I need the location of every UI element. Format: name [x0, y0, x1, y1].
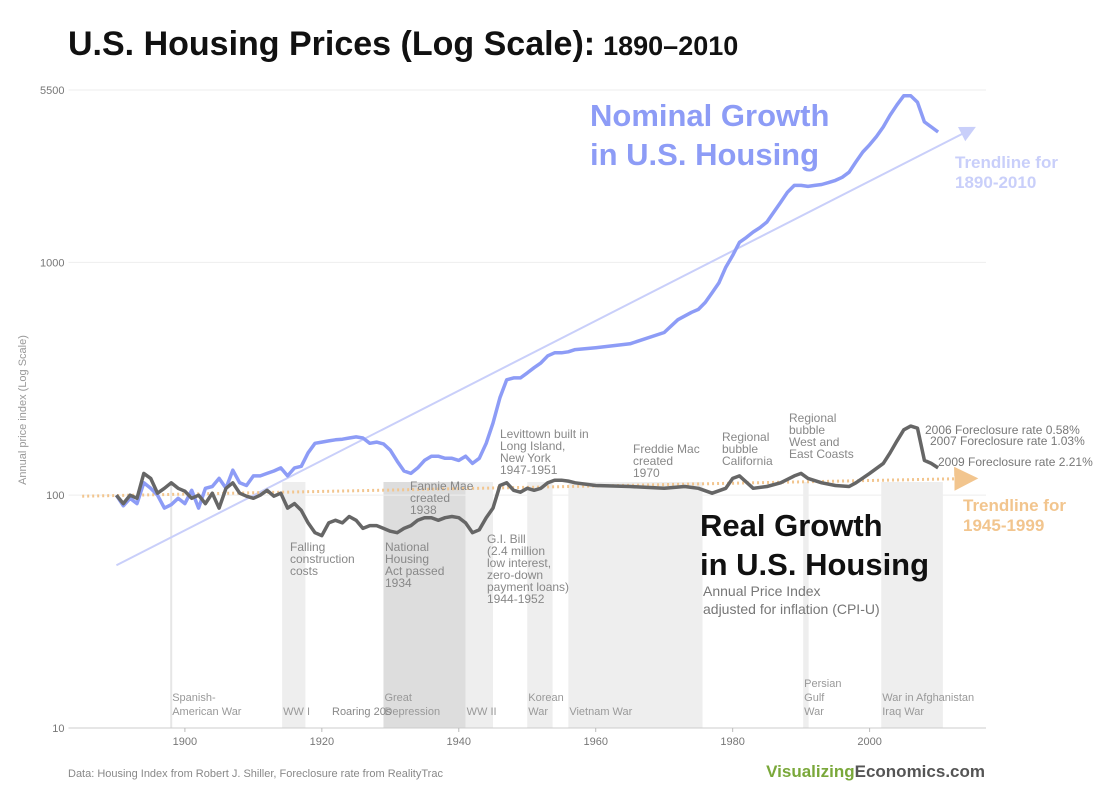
annotation: 2009 Foreclosure rate 2.21%: [938, 455, 1093, 469]
period-label: Korean: [528, 692, 563, 704]
series-line: [114, 93, 940, 510]
period-label: War in Afghanistan: [882, 692, 974, 704]
annotation: zero-down: [487, 568, 543, 582]
title-years: 1890–2010: [603, 31, 738, 61]
brand: VisualizingEconomics.com: [766, 762, 985, 781]
annotation: construction: [290, 552, 355, 566]
annotation: West and: [789, 435, 839, 449]
period-label: Vietnam War: [569, 706, 632, 718]
annotation: National: [385, 540, 429, 554]
annotation: East Coasts: [789, 447, 854, 461]
period-band: [170, 482, 173, 728]
x-tick-label: 1980: [720, 736, 744, 748]
period-band: [465, 482, 494, 728]
period-label: Great: [384, 692, 412, 704]
plot: Spanish- American War WW I Great Depression W…: [40, 85, 1093, 748]
annotation: 2006 Foreclosure rate 0.58%: [925, 423, 1080, 437]
period-label: WW II: [467, 706, 497, 718]
period-label: Depression: [384, 706, 440, 718]
annotation: Regional: [722, 430, 769, 444]
annotation: bubble: [722, 442, 758, 456]
annotation: created: [410, 491, 450, 505]
annotation: New York: [500, 451, 552, 465]
annotation: costs: [290, 564, 318, 578]
period-band: [568, 482, 703, 728]
chart-title: U.S. Housing Prices (Log Scale): 1890–201…: [68, 25, 738, 63]
period-label: WW I: [283, 706, 310, 718]
annotation: low interest,: [487, 556, 551, 570]
annotation: 2007 Foreclosure rate 1.03%: [930, 434, 1085, 448]
annotation: Fannie Mae: [410, 479, 474, 493]
annotation: Act passed: [385, 564, 444, 578]
period-label: War: [804, 706, 824, 718]
series-label: Real Growth: [700, 508, 883, 543]
annotation: payment loans): [487, 580, 569, 594]
period-label: Spanish-: [172, 692, 216, 704]
annotation: 1947-1951: [500, 463, 558, 477]
annotation: created: [633, 454, 673, 468]
brand-part: Visualizing: [766, 762, 855, 781]
brand-part: Economics.com: [855, 762, 985, 781]
period-label: Persian: [804, 678, 841, 690]
period-label: American War: [172, 706, 242, 718]
x-tick-label: 1900: [173, 736, 197, 748]
annotation: California: [722, 454, 773, 468]
period-band: [803, 482, 809, 728]
source: Data: Housing Index from Robert J. Shill…: [68, 768, 443, 780]
trendline-label: 1890-2010: [955, 173, 1036, 192]
annotation: Housing: [385, 552, 429, 566]
annotation: 1934: [385, 576, 412, 590]
period-label: Gulf: [804, 692, 825, 704]
trendline-label: 1945-1999: [963, 516, 1044, 535]
x-tick-label: 1960: [583, 736, 607, 748]
series-label: in U.S. Housing: [590, 137, 819, 172]
annotation: Roaring 20s: [332, 706, 392, 718]
trendline-label: Trendline for: [955, 153, 1058, 172]
x-tick-label: 1940: [447, 736, 471, 748]
series-subtitle: adjusted for inflation (CPI-U): [703, 601, 880, 617]
annotation: 1938: [410, 503, 437, 517]
period-band: [527, 482, 553, 728]
period-band: [881, 482, 943, 728]
y-tick-label: 1000: [40, 257, 64, 269]
period-band: [282, 482, 306, 728]
annotation: Regional: [789, 411, 836, 425]
x-tick-label: 1920: [310, 736, 334, 748]
series-subtitle: Annual Price Index: [703, 583, 821, 599]
period-label: War: [528, 706, 548, 718]
annotation: Falling: [290, 540, 325, 554]
y-tick-label: 5500: [40, 85, 64, 97]
period-label: Iraq War: [882, 706, 924, 718]
y-tick-label: 10: [52, 723, 64, 735]
y-tick-label: 100: [46, 490, 64, 502]
annotation: G.I. Bill: [487, 532, 526, 546]
y-axis-label: Annual price index (Log Scale): [17, 335, 29, 485]
annotation: 1944-1952: [487, 592, 545, 606]
trendline-label: Trendline for: [963, 496, 1066, 515]
annotation: Long Island,: [500, 439, 565, 453]
annotation: Freddie Mac: [633, 442, 700, 456]
annotation: Levittown built in: [500, 427, 589, 441]
series-label: in U.S. Housing: [700, 547, 929, 582]
period-band: [383, 482, 466, 728]
annotation: (2.4 million: [487, 544, 545, 558]
title-main: U.S. Housing Prices (Log Scale):: [68, 25, 595, 63]
x-tick-label: 2000: [857, 736, 881, 748]
annotation: 1970: [633, 466, 660, 480]
series-line: [115, 424, 940, 538]
annotation: bubble: [789, 423, 825, 437]
series-label: Nominal Growth: [590, 98, 829, 133]
